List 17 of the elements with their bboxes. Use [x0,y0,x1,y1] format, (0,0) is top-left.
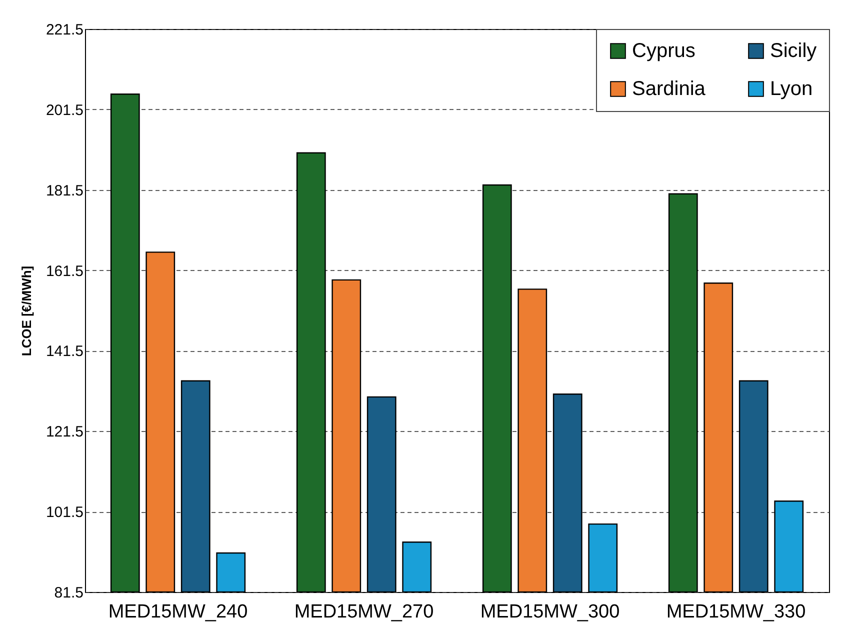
legend-label: Lyon [770,78,813,100]
x-tick-label: MED15MW_270 [294,602,434,622]
y-tick-label: 81.5 [54,584,84,602]
y-tick-label: 161.5 [46,262,84,280]
legend-label: Sardinia [632,78,706,100]
y-tick-label: 221.5 [46,22,84,38]
y-tick-label: 181.5 [46,182,84,200]
y-tick-label: 201.5 [46,102,84,119]
y-tick-label: 121.5 [46,424,84,441]
x-tick-label: MED15MW_330 [666,602,806,622]
y-axis-title: LCOE [€/MWh] [18,266,34,356]
y-tick-label: 141.5 [46,343,84,360]
y-tick-label: 101.5 [46,504,84,522]
legend-label: Cyprus [632,40,696,62]
x-tick-label: MED15MW_300 [480,602,620,622]
x-tick-label: MED15MW_240 [108,602,248,622]
legend-label: Sicily [770,40,817,62]
